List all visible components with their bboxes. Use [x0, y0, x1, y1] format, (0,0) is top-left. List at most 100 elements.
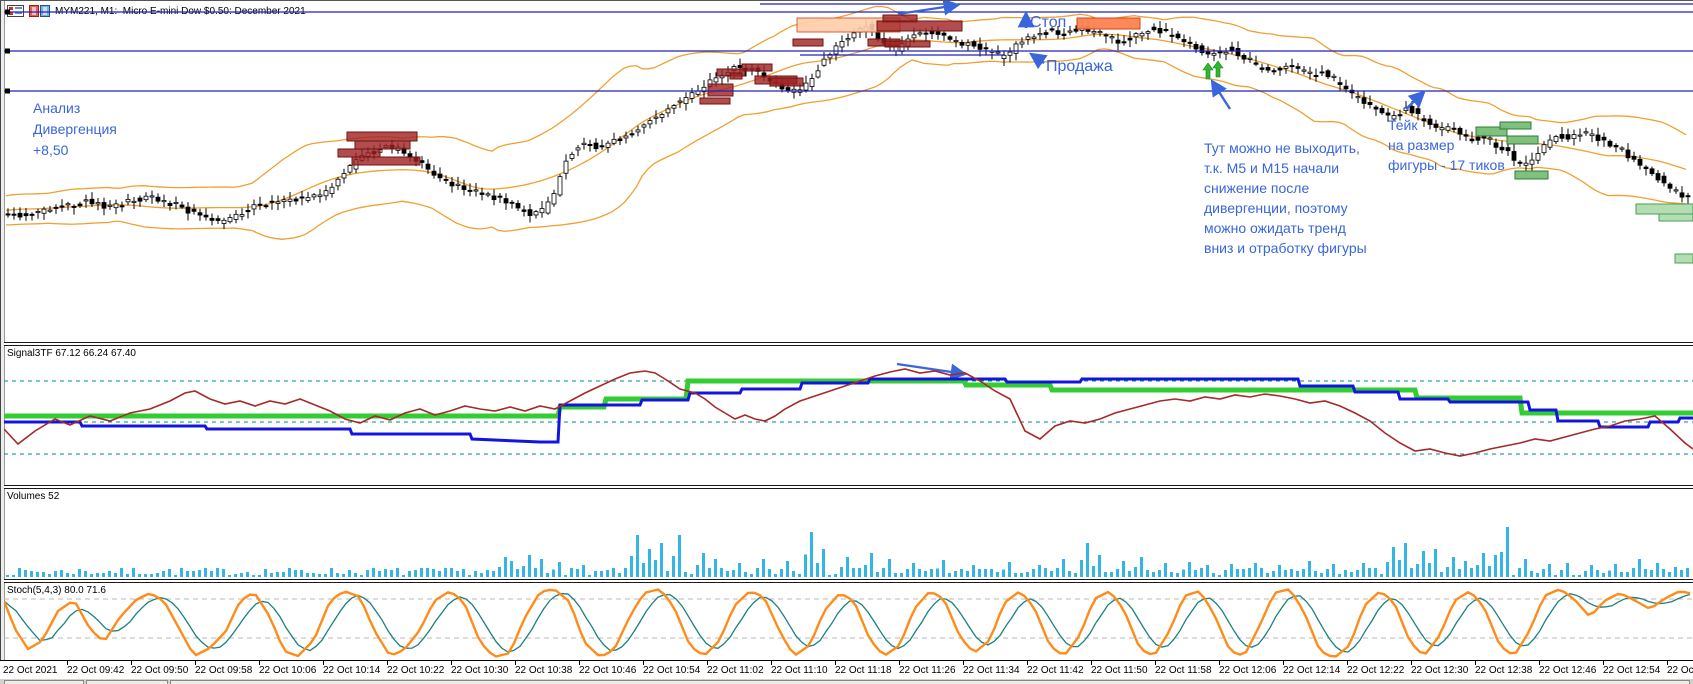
volume-bar: [1236, 569, 1239, 577]
volume-bar: [1164, 563, 1167, 577]
volume-bar: [1542, 569, 1545, 577]
volume-bar: [42, 572, 45, 577]
volume-bar: [762, 559, 765, 577]
annotation-arrow: [1210, 78, 1232, 110]
volume-bar: [1416, 564, 1419, 577]
demand-zone-box[interactable]: [1475, 126, 1508, 137]
supply-zone-box[interactable]: [884, 40, 931, 48]
volume-bar: [432, 569, 435, 577]
volume-bar: [102, 573, 105, 577]
volume-bar: [126, 574, 129, 577]
time-label: 22 Oct 12:46: [1539, 665, 1597, 676]
chart-tab[interactable]: [86, 680, 168, 684]
volume-bar: [1560, 570, 1563, 577]
line-anchor[interactable]: [5, 9, 10, 15]
volume-bar: [390, 570, 393, 577]
volume-bar: [114, 573, 117, 577]
demand-zone-box[interactable]: [1506, 135, 1539, 145]
supply-zone-box[interactable]: [337, 148, 381, 158]
supply-zone-box[interactable]: [346, 131, 418, 142]
time-label: 22 Oct 11:34: [963, 665, 1020, 676]
volume-bar: [1224, 570, 1227, 577]
volume-bar: [6, 575, 9, 577]
supply-zone-box[interactable]: [876, 20, 963, 32]
supply-zone-box[interactable]: [1076, 17, 1141, 30]
volume-bar: [1314, 571, 1317, 577]
volume-bar: [1506, 527, 1509, 577]
volume-bar: [324, 574, 327, 577]
chart-tab[interactable]: [170, 680, 1690, 684]
volume-bar: [1266, 573, 1269, 577]
stoch-signal-line: [4, 592, 1691, 653]
volume-bar: [1080, 560, 1083, 577]
volume-bar: [1398, 560, 1401, 577]
demand-zone-box[interactable]: [1499, 121, 1532, 130]
volume-bar: [900, 573, 903, 577]
take-profit-annotation: Тейк на размер фигуры - 17 тиков: [1388, 117, 1505, 173]
supply-zone-box[interactable]: [351, 156, 421, 166]
volume-bar: [1074, 573, 1077, 577]
volume-bar: [84, 571, 87, 577]
blue-candle-icon: [40, 4, 50, 17]
volume-bar: [732, 570, 735, 577]
volume-bar: [1338, 574, 1341, 577]
panel-separator[interactable]: [4, 579, 1693, 583]
volume-bar: [78, 569, 81, 577]
panel-separator[interactable]: [4, 342, 1693, 346]
volume-bar: [1176, 573, 1179, 577]
volume-bar: [1008, 562, 1011, 577]
supply-zone-box[interactable]: [729, 72, 743, 80]
volume-bar: [1140, 557, 1143, 577]
demand-zone-box[interactable]: [1674, 253, 1693, 264]
volume-bar: [576, 569, 579, 577]
supply-zone-box[interactable]: [741, 63, 773, 72]
time-label: 22 Oct 09:42: [67, 665, 125, 676]
supply-zone-box[interactable]: [769, 77, 804, 87]
volume-bar: [384, 569, 387, 577]
volume-bar: [1308, 561, 1311, 577]
volume-bar: [366, 570, 369, 577]
chart-tab[interactable]: [4, 680, 84, 684]
line-anchor[interactable]: [5, 48, 10, 54]
time-tick: [899, 661, 900, 665]
panel-separator[interactable]: [4, 485, 1693, 489]
volume-bar: [294, 570, 297, 577]
demand-zone-box[interactable]: [1658, 213, 1693, 222]
volume-bar: [318, 574, 321, 577]
volume-bar: [426, 568, 429, 577]
volume-bar: [1512, 575, 1515, 577]
time-label: 22 Oct 11:50: [1091, 665, 1148, 676]
volume-bar: [1230, 564, 1233, 577]
volume-bar: [1626, 572, 1629, 577]
supply-zone-box[interactable]: [792, 38, 824, 47]
supply-zone-box[interactable]: [354, 140, 411, 150]
volume-bar: [18, 568, 21, 577]
signal3tf-label: Signal3TF 67.12 66.24 67.40: [7, 348, 136, 359]
supply-zone-box[interactable]: [707, 83, 734, 97]
volume-bar: [1248, 568, 1251, 577]
demand-zone-box[interactable]: [1635, 203, 1693, 215]
volume-bar: [438, 571, 441, 577]
volume-bar: [372, 568, 375, 577]
volume-bar: [1020, 573, 1023, 577]
volume-bar: [1440, 572, 1443, 577]
volume-bar: [480, 573, 483, 577]
time-label: 22 Oct 10:38: [515, 665, 573, 676]
time-tick: [835, 661, 836, 665]
volume-bar: [1674, 567, 1677, 577]
time-tick: [1091, 661, 1092, 665]
time-tick: [1347, 661, 1348, 665]
volume-bar: [768, 569, 771, 577]
volume-bar: [1458, 569, 1461, 577]
demand-zone-box[interactable]: [1514, 170, 1549, 180]
volume-bar: [306, 573, 309, 577]
volume-bar: [930, 569, 933, 577]
volume-bar: [534, 568, 537, 577]
line-anchor[interactable]: [5, 88, 10, 94]
supply-zone-box[interactable]: [699, 97, 731, 105]
volume-bar: [792, 571, 795, 577]
volume-bar: [228, 575, 231, 577]
volume-bar: [132, 568, 135, 577]
time-label: 22 Oct 11:42: [1027, 665, 1084, 676]
